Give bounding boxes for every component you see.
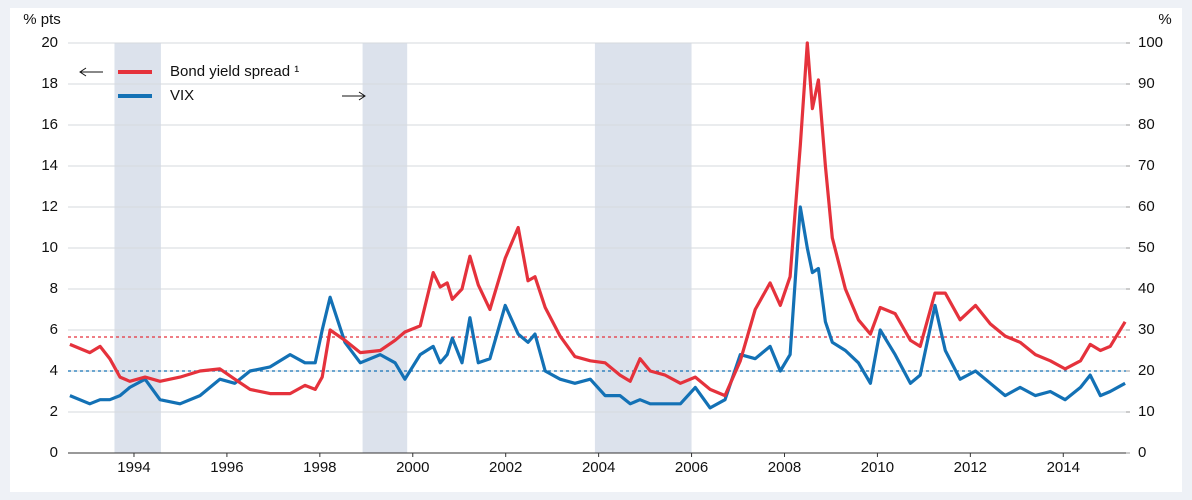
series-line	[69, 41, 1127, 398]
y-tick-label: 14	[41, 157, 58, 174]
y2-tick-label: 80	[1138, 116, 1155, 133]
series-line	[69, 205, 1126, 410]
x-tick-label: 2002	[489, 459, 522, 476]
y2-tick-label: 30	[1138, 321, 1155, 338]
x-tick-label: 2006	[675, 459, 708, 476]
y2-tick-label: 60	[1138, 198, 1155, 215]
y-tick-label: 20	[41, 34, 58, 51]
x-tick-label: 2004	[582, 459, 615, 476]
x-tick-label: 1996	[210, 459, 243, 476]
y2-tick-label: 100	[1138, 34, 1163, 51]
y2-tick-label: 40	[1138, 280, 1155, 297]
arrow-head	[358, 91, 366, 101]
y2-tick-label: 10	[1138, 403, 1155, 420]
x-tick-label: 2010	[861, 459, 894, 476]
y-tick-label: 0	[50, 444, 58, 461]
marks	[68, 41, 1127, 410]
x-tick-label: 2008	[768, 459, 801, 476]
arrow-right	[342, 91, 366, 101]
x-tick-label: 1994	[117, 459, 150, 476]
y-tick-label: 10	[41, 239, 58, 256]
arrow-left	[79, 67, 103, 77]
y-tick-label: 4	[50, 362, 58, 379]
y2-tick-label: 50	[1138, 239, 1155, 256]
x-tick-label: 2012	[954, 459, 987, 476]
grid: 0 2 4 6 8 10 12 14 16 18 20 0 10 20 30 40 50 60 70 80 90 100 1…	[41, 34, 1163, 476]
y-tick-label: 18	[41, 75, 58, 92]
y-tick-label: 8	[50, 280, 58, 297]
y-tick-label: 2	[50, 403, 58, 420]
y-tick-label: 6	[50, 321, 58, 338]
x-tick-label: 1998	[303, 459, 336, 476]
arrow-head	[79, 67, 87, 77]
legend: Bond yield spread ¹ VIX	[118, 63, 299, 104]
legend-label: VIX	[170, 87, 194, 104]
y2-tick-label: 70	[1138, 157, 1155, 174]
y2-axis-label: %	[1158, 11, 1171, 28]
y2-tick-label: 20	[1138, 362, 1155, 379]
y-tick-label: 16	[41, 116, 58, 133]
y2-tick-label: 0	[1138, 444, 1146, 461]
x-tick-label: 2014	[1047, 459, 1080, 476]
y2-tick-label: 90	[1138, 75, 1155, 92]
y-axis-label: % pts	[23, 11, 61, 28]
x-tick-label: 2000	[396, 459, 429, 476]
legend-label: Bond yield spread ¹	[170, 63, 299, 80]
y-tick-label: 12	[41, 198, 58, 215]
